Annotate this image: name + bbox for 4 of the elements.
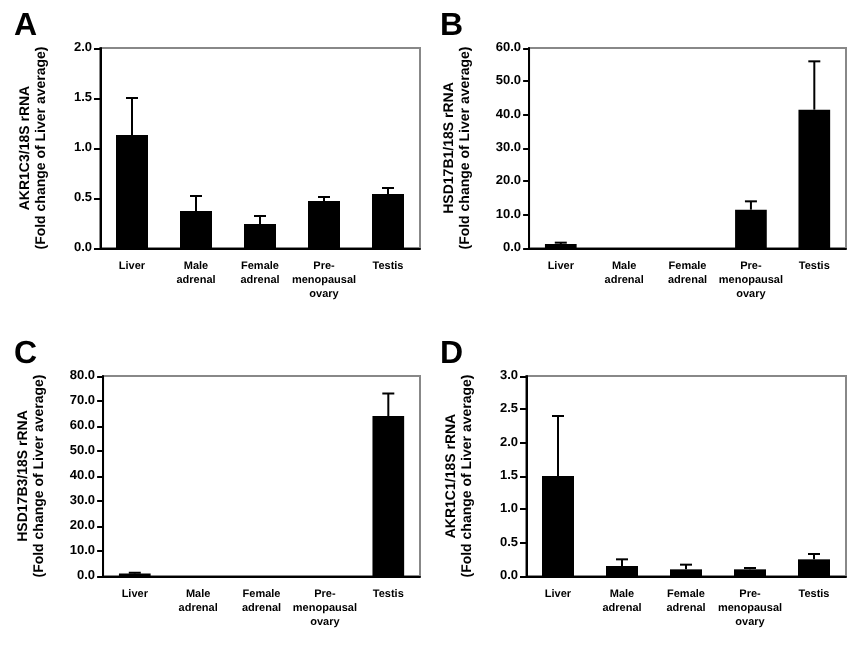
chart-title: A bbox=[14, 9, 38, 43]
chart-title: B bbox=[440, 9, 464, 43]
chart-title: D bbox=[440, 337, 464, 371]
chart-title: C bbox=[14, 337, 38, 371]
